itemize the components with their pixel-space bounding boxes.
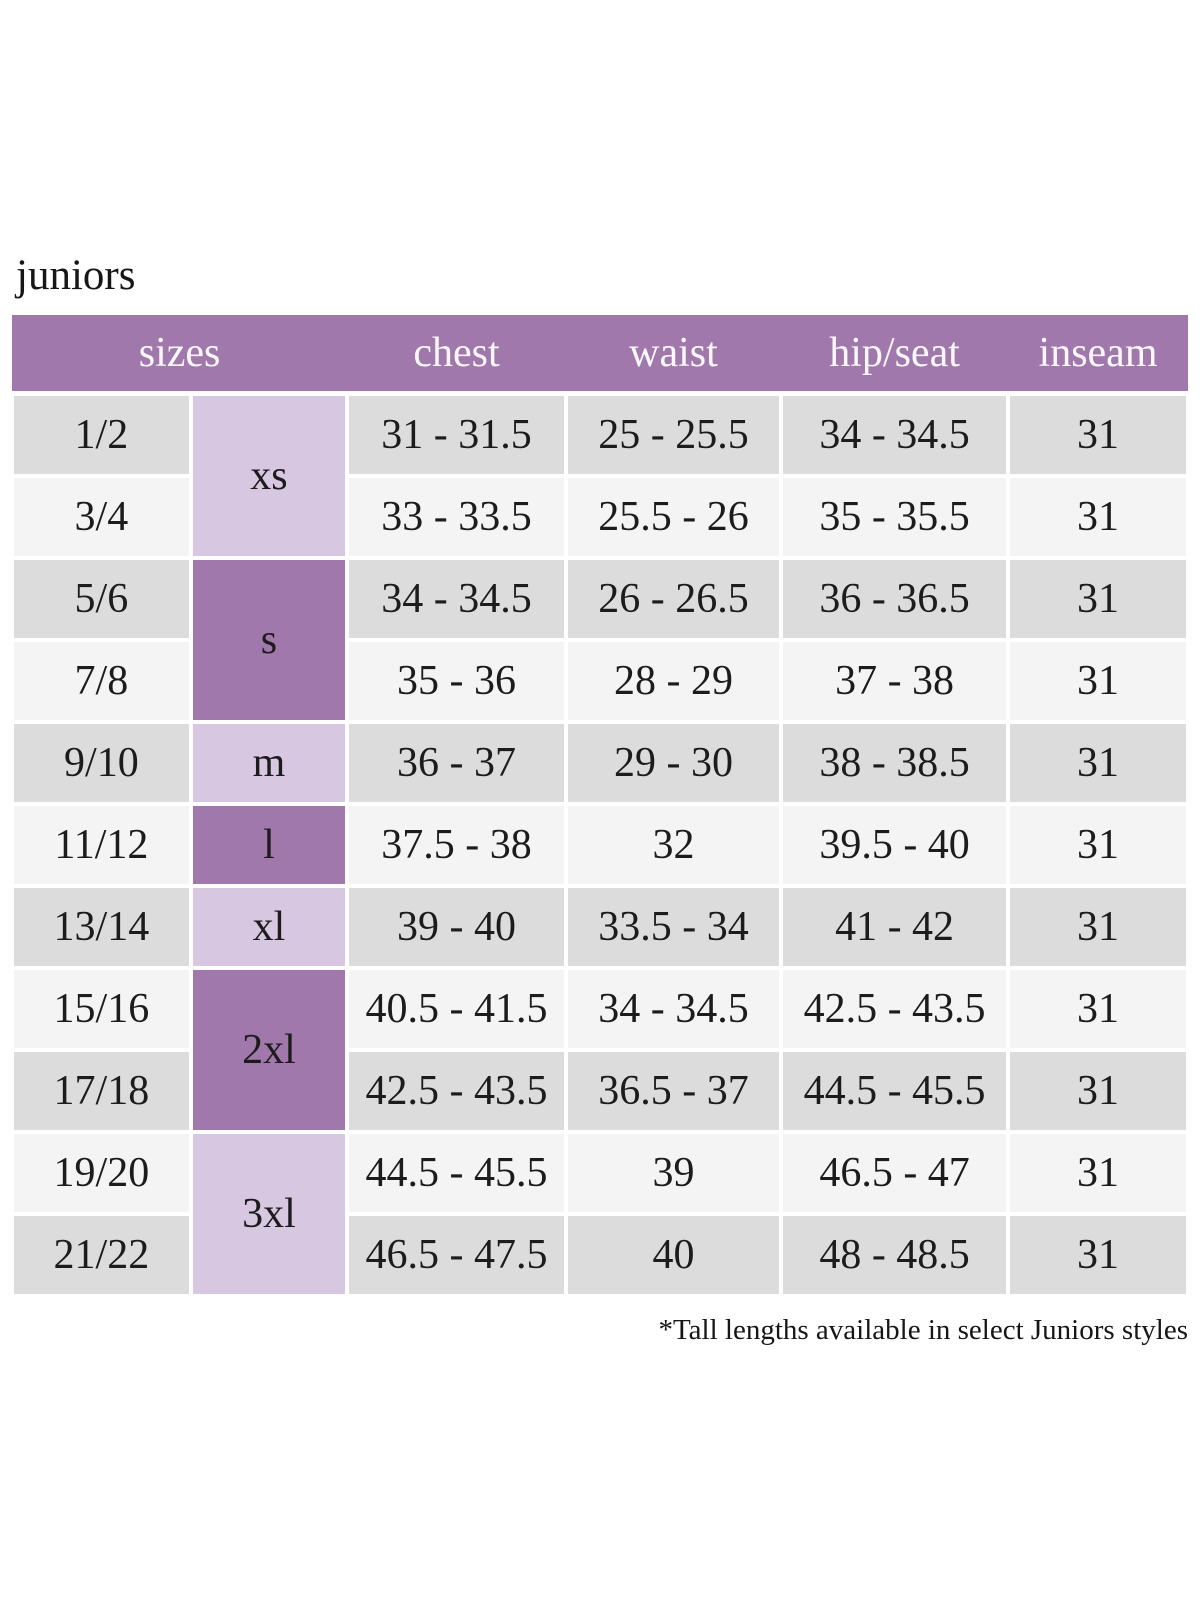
chest-cell: 39 - 40 bbox=[347, 886, 566, 969]
waist-cell: 25.5 - 26 bbox=[565, 476, 782, 559]
waist-cell: 25 - 25.5 bbox=[565, 394, 782, 477]
waist-cell: 28 - 29 bbox=[565, 640, 782, 723]
waist-cell: 32 bbox=[565, 804, 782, 887]
chest-cell: 31 - 31.5 bbox=[347, 394, 566, 477]
table-row-1-2: 1/2 xs 31 - 31.5 25 - 25.5 34 - 34.5 31 bbox=[12, 394, 1188, 559]
table-row-19-20: 19/20 3xl 44.5 - 45.5 39 46.5 - 47 31 bbox=[12, 1132, 1188, 1297]
table-row-7-8: 7/8 35 - 36 28 - 29 37 - 38 31 bbox=[12, 640, 1188, 723]
chest-cell: 46.5 - 47.5 bbox=[347, 1214, 566, 1297]
size-range-cell: 11/12 bbox=[12, 804, 191, 887]
inseam-cell: 31 bbox=[1008, 1132, 1188, 1215]
waist-cell: 39 bbox=[565, 1132, 782, 1215]
size-range-cell: 3/4 bbox=[12, 476, 191, 559]
hip-seat-cell: 39.5 - 40 bbox=[781, 804, 1009, 887]
table-row-21-22: 21/22 46.5 - 47.5 40 48 - 48.5 31 bbox=[12, 1214, 1188, 1297]
inseam-cell: 31 bbox=[1008, 722, 1188, 805]
table-row-17-18: 17/18 42.5 - 43.5 36.5 - 37 44.5 - 45.5 … bbox=[12, 1050, 1188, 1133]
size-range-cell: 15/16 bbox=[12, 968, 191, 1051]
size-range-cell: 9/10 bbox=[12, 722, 191, 805]
inseam-cell: 31 bbox=[1008, 804, 1188, 887]
size-range-cell: 13/14 bbox=[12, 886, 191, 969]
size-range-cell: 21/22 bbox=[12, 1214, 191, 1297]
table-row-11-12: 11/12 l 37.5 - 38 32 39.5 - 40 31 bbox=[12, 804, 1188, 887]
juniors-size-table: sizes chest waist hip/seat inseam 1/2 xs… bbox=[12, 315, 1188, 1297]
page-title: juniors bbox=[16, 252, 136, 299]
chest-cell: 35 - 36 bbox=[347, 640, 566, 723]
hip-seat-cell: 35 - 35.5 bbox=[781, 476, 1009, 559]
waist-cell: 33.5 - 34 bbox=[565, 886, 782, 969]
chest-cell: 42.5 - 43.5 bbox=[347, 1050, 566, 1133]
table-row-15-16: 15/16 2xl 40.5 - 41.5 34 - 34.5 42.5 - 4… bbox=[12, 968, 1188, 1133]
header-row: sizes chest waist hip/seat inseam bbox=[12, 315, 1188, 395]
header-cell-waist: waist bbox=[565, 315, 782, 395]
size-letter-cell-xl: xl bbox=[190, 886, 348, 969]
hip-seat-cell: 48 - 48.5 bbox=[781, 1214, 1009, 1297]
chest-cell: 36 - 37 bbox=[347, 722, 566, 805]
size-range-cell: 17/18 bbox=[12, 1050, 191, 1133]
waist-cell: 40 bbox=[565, 1214, 782, 1297]
header-cell-hip-seat: hip/seat bbox=[781, 315, 1009, 395]
header-cell-sizes: sizes bbox=[12, 315, 348, 395]
size-letter-cell-m: m bbox=[190, 722, 348, 805]
hip-seat-cell: 46.5 - 47 bbox=[781, 1132, 1009, 1215]
hip-seat-cell: 42.5 - 43.5 bbox=[781, 968, 1009, 1051]
hip-seat-cell: 44.5 - 45.5 bbox=[781, 1050, 1009, 1133]
table-row-9-10: 9/10 m 36 - 37 29 - 30 38 - 38.5 31 bbox=[12, 722, 1188, 805]
chest-cell: 33 - 33.5 bbox=[347, 476, 566, 559]
waist-cell: 34 - 34.5 bbox=[565, 968, 782, 1051]
hip-seat-cell: 37 - 38 bbox=[781, 640, 1009, 723]
chest-cell: 40.5 - 41.5 bbox=[347, 968, 566, 1051]
chest-cell: 37.5 - 38 bbox=[347, 804, 566, 887]
size-chart-page: juniors sizes chest waist hip/seat insea… bbox=[12, 252, 1188, 1347]
size-letter-cell-3xl: 3xl bbox=[190, 1132, 348, 1297]
table-row-5-6: 5/6 s 34 - 34.5 26 - 26.5 36 - 36.5 31 bbox=[12, 558, 1188, 723]
table-row-13-14: 13/14 xl 39 - 40 33.5 - 34 41 - 42 31 bbox=[12, 886, 1188, 969]
chest-cell: 44.5 - 45.5 bbox=[347, 1132, 566, 1215]
tall-lengths-footnote: *Tall lengths available in select Junior… bbox=[658, 1314, 1188, 1347]
inseam-cell: 31 bbox=[1008, 886, 1188, 969]
size-range-cell: 19/20 bbox=[12, 1132, 191, 1215]
size-letter-cell-2xl: 2xl bbox=[190, 968, 348, 1133]
waist-cell: 29 - 30 bbox=[565, 722, 782, 805]
hip-seat-cell: 34 - 34.5 bbox=[781, 394, 1009, 477]
table-body: 1/2 xs 31 - 31.5 25 - 25.5 34 - 34.5 31 … bbox=[12, 394, 1188, 1297]
size-range-cell: 7/8 bbox=[12, 640, 191, 723]
size-range-cell: 5/6 bbox=[12, 558, 191, 641]
inseam-cell: 31 bbox=[1008, 1214, 1188, 1297]
size-letter-cell-s: s bbox=[190, 558, 348, 723]
hip-seat-cell: 38 - 38.5 bbox=[781, 722, 1009, 805]
size-range-cell: 1/2 bbox=[12, 394, 191, 477]
table-row-3-4: 3/4 33 - 33.5 25.5 - 26 35 - 35.5 31 bbox=[12, 476, 1188, 559]
size-letter-cell-xs: xs bbox=[190, 394, 348, 559]
size-letter-cell-l: l bbox=[190, 804, 348, 887]
inseam-cell: 31 bbox=[1008, 1050, 1188, 1133]
inseam-cell: 31 bbox=[1008, 476, 1188, 559]
waist-cell: 26 - 26.5 bbox=[565, 558, 782, 641]
header-cell-inseam: inseam bbox=[1008, 315, 1188, 395]
table-header: sizes chest waist hip/seat inseam bbox=[12, 315, 1188, 395]
hip-seat-cell: 36 - 36.5 bbox=[781, 558, 1009, 641]
chest-cell: 34 - 34.5 bbox=[347, 558, 566, 641]
waist-cell: 36.5 - 37 bbox=[565, 1050, 782, 1133]
inseam-cell: 31 bbox=[1008, 558, 1188, 641]
inseam-cell: 31 bbox=[1008, 394, 1188, 477]
inseam-cell: 31 bbox=[1008, 640, 1188, 723]
header-cell-chest: chest bbox=[347, 315, 566, 395]
hip-seat-cell: 41 - 42 bbox=[781, 886, 1009, 969]
inseam-cell: 31 bbox=[1008, 968, 1188, 1051]
